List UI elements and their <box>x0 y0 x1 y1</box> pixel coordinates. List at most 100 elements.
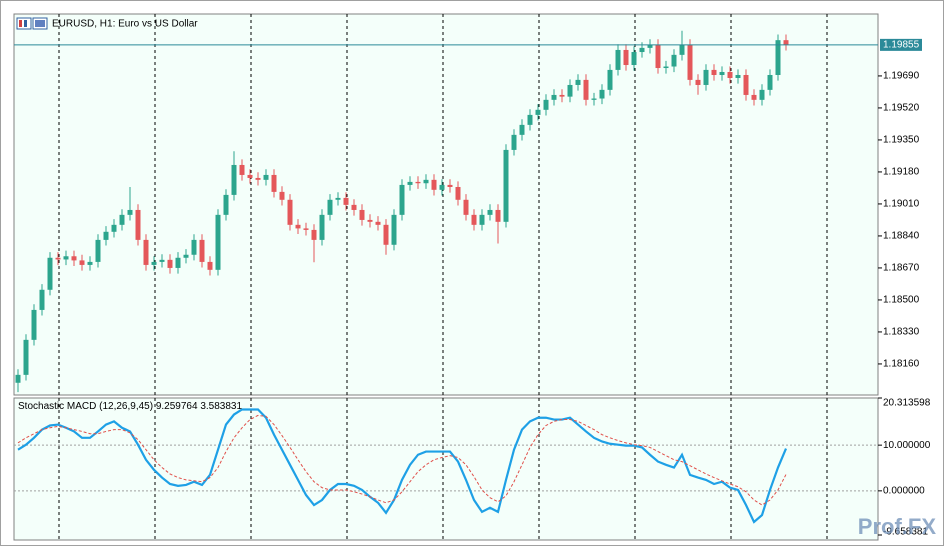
candle-body <box>687 44 693 80</box>
candle-body <box>463 199 469 215</box>
candle-body <box>567 84 573 97</box>
candle-body <box>487 209 493 215</box>
candle-body <box>783 40 789 45</box>
y-tick-label: 0.000000 <box>883 485 925 496</box>
candle-body <box>167 259 173 268</box>
candle-body <box>447 184 453 187</box>
candle-body <box>407 181 413 185</box>
candle-body <box>15 374 21 383</box>
candle-body <box>511 134 517 150</box>
candle-body <box>663 66 669 69</box>
candle-body <box>735 74 741 79</box>
candle-body <box>439 184 445 190</box>
candle-body <box>175 257 181 268</box>
candle-body <box>639 47 645 53</box>
candle-body <box>607 69 613 90</box>
candle-body <box>103 231 109 240</box>
candle-body <box>615 49 621 70</box>
y-tick-label: 20.313598 <box>883 398 931 409</box>
candle-body <box>127 209 133 215</box>
candle-body <box>751 94 757 100</box>
candle-body <box>583 79 589 100</box>
candle-body <box>671 54 677 67</box>
indicator-title: Stochastic MACD (12,26,9,45) 9.259764 3.… <box>18 401 242 412</box>
candle-body <box>543 99 549 110</box>
candle-body <box>695 79 701 85</box>
candle-body <box>471 214 477 225</box>
candle-body <box>423 179 429 184</box>
candle-body <box>215 214 221 270</box>
candle-body <box>415 181 421 184</box>
candle-body <box>23 339 29 375</box>
candle-body <box>391 214 397 245</box>
last-price-label: 1.19855 <box>883 40 920 51</box>
candle-body <box>719 71 725 75</box>
candle-body <box>63 256 69 260</box>
candle-body <box>351 204 357 210</box>
candle-body <box>591 98 597 100</box>
candle-body <box>775 40 781 75</box>
candle-body <box>727 71 733 79</box>
candle-body <box>679 44 685 55</box>
indicator-value: 3.583831 <box>200 401 242 412</box>
candle-body <box>39 289 45 310</box>
candle-body <box>87 261 93 265</box>
candle-body <box>559 94 565 97</box>
candle-body <box>255 177 261 180</box>
y-tick-label: 1.19180 <box>883 167 920 178</box>
candle-body <box>295 224 301 229</box>
candle-body <box>183 254 189 258</box>
candle-body <box>271 174 277 192</box>
candle-body <box>655 44 661 69</box>
candle-body <box>239 164 245 175</box>
y-tick-label: -9.658381 <box>883 527 928 538</box>
candle-body <box>527 114 533 125</box>
candle-body <box>375 221 381 225</box>
y-tick-label: 1.18160 <box>883 359 920 370</box>
y-tick-label: 10.000000 <box>883 440 931 451</box>
candle-body <box>71 256 77 261</box>
candle-body <box>279 191 285 200</box>
y-tick-label: 1.19520 <box>883 103 920 114</box>
indicator-name: Stochastic MACD (12,26,9,45) <box>18 401 153 412</box>
candle-body <box>743 74 749 95</box>
candle-body <box>319 214 325 240</box>
candle-body <box>711 69 717 75</box>
candle-body <box>119 214 125 225</box>
candle-body <box>111 224 117 232</box>
y-tick-label: 1.19350 <box>883 135 920 146</box>
candle-body <box>359 209 365 220</box>
symbol-icon <box>16 17 48 30</box>
candle-body <box>399 184 405 215</box>
watermark: Prof.FX <box>858 514 937 539</box>
candle-body <box>503 149 509 222</box>
candle-body <box>767 74 773 90</box>
candle-body <box>135 209 141 240</box>
candle-body <box>327 199 333 215</box>
candle-body <box>551 94 557 100</box>
y-tick-label: 1.18330 <box>883 327 920 338</box>
y-tick-label: 1.19690 <box>883 71 920 82</box>
candle-body <box>223 194 229 215</box>
candle-body <box>231 164 237 195</box>
candle-body <box>479 214 485 225</box>
indicator-line <box>17 414 787 506</box>
candle-body <box>151 261 157 265</box>
candle-body <box>623 49 629 66</box>
candle-body <box>95 239 101 262</box>
candle-body <box>335 197 341 200</box>
candle-body <box>647 44 653 48</box>
candle-body <box>495 209 501 222</box>
y-tick-label: 1.18840 <box>883 231 920 242</box>
candle-body <box>311 229 317 240</box>
candle-body <box>575 79 581 85</box>
candle-body <box>31 309 37 340</box>
last-price-box <box>880 38 922 51</box>
y-tick-label: 1.18670 <box>883 263 920 274</box>
candle-body <box>599 89 605 99</box>
candle-body <box>55 257 61 260</box>
indicator-line <box>17 408 788 524</box>
candle-body <box>79 260 85 265</box>
